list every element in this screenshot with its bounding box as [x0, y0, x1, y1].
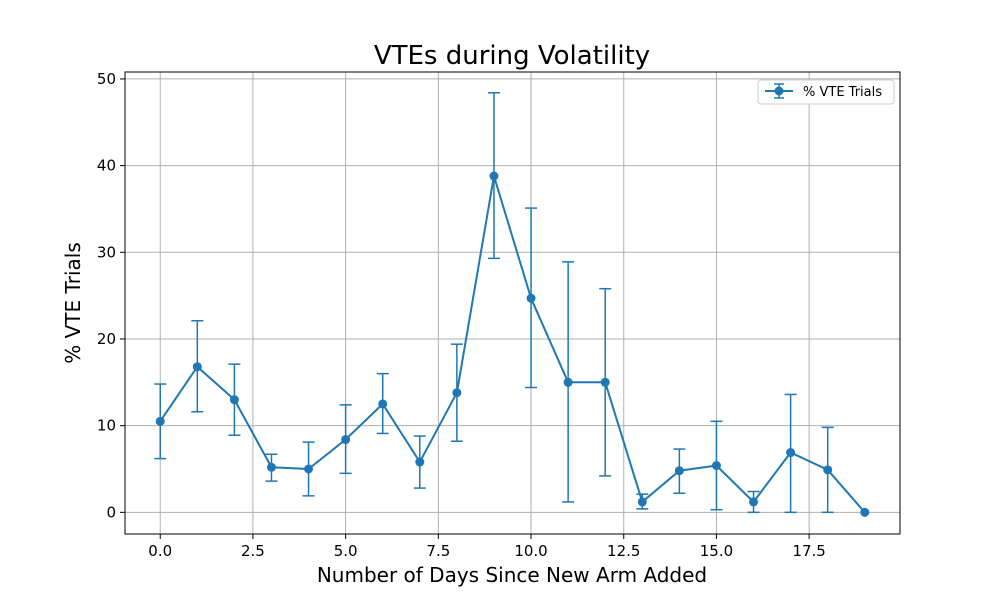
y-tick-label: 10	[97, 417, 116, 435]
data-point	[415, 457, 425, 467]
data-point	[526, 293, 536, 303]
y-tick-label: 40	[97, 157, 116, 175]
x-tick-label: 2.5	[241, 542, 265, 560]
data-point	[786, 448, 796, 458]
legend-label: % VTE Trials	[803, 85, 882, 100]
data-point	[823, 465, 833, 475]
data-point	[489, 171, 499, 181]
data-point	[600, 377, 610, 387]
data-point	[749, 497, 759, 507]
data-point	[341, 435, 351, 445]
series-layer	[154, 92, 870, 517]
y-tick-label: 20	[97, 330, 116, 348]
y-tick-label: 50	[97, 70, 116, 88]
x-tick-label: 15.0	[700, 542, 733, 560]
chart-title: VTEs during Volatility	[374, 41, 650, 71]
y-tick-label: 0	[106, 503, 116, 521]
plot-frame	[124, 71, 901, 535]
data-point	[155, 416, 165, 426]
x-tick-label: 0.0	[148, 542, 172, 560]
data-point	[711, 461, 721, 471]
y-axis-label: % VTE Trials	[61, 242, 85, 364]
x-axis: 0.0 2.5 5.0 7.5 10.0 12.5 15.0 17.5	[148, 534, 826, 560]
data-point	[192, 362, 202, 372]
x-tick-label: 10.0	[514, 542, 547, 560]
y-axis: 0 10 20 30 40 50	[97, 70, 125, 521]
data-point	[637, 497, 647, 507]
grid	[125, 72, 900, 534]
x-axis-label: Number of Days Since New Arm Added	[317, 563, 707, 587]
y-tick-label: 30	[97, 243, 116, 261]
legend: % VTE Trials	[757, 79, 895, 105]
data-point	[860, 507, 870, 517]
x-tick-label: 12.5	[607, 542, 640, 560]
series-line	[159, 175, 866, 513]
data-point	[229, 395, 239, 405]
legend-marker	[774, 86, 784, 96]
legend-swatch	[765, 83, 793, 99]
data-point	[452, 388, 462, 398]
x-tick-label: 5.0	[334, 542, 358, 560]
data-point	[563, 377, 573, 387]
legend-box	[757, 79, 895, 105]
x-tick-label: 17.5	[792, 542, 825, 560]
data-point	[266, 462, 276, 472]
data-point	[304, 464, 314, 474]
data-point	[674, 466, 684, 476]
x-tick-label: 7.5	[426, 542, 450, 560]
data-point	[378, 399, 388, 409]
